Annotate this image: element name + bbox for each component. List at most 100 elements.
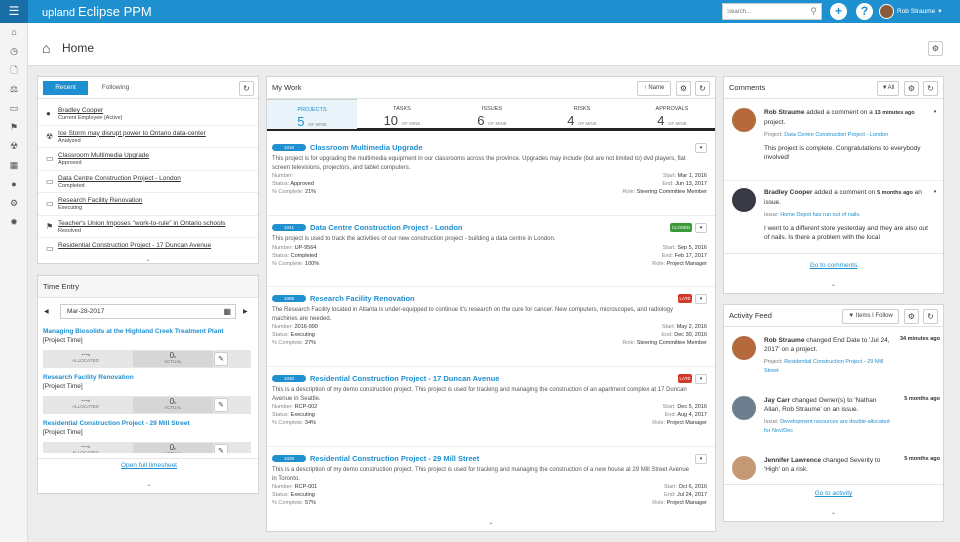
tab-risks[interactable]: RISKS 4 OF MINE [537, 99, 627, 129]
settings-icon[interactable]: ⚙ [904, 81, 919, 96]
actual-value[interactable]: 0 [169, 351, 175, 360]
resource-icon[interactable]: ⚙ [9, 198, 19, 208]
chevron-down-icon: ▾ [938, 8, 942, 15]
list-item[interactable]: ▭ Data Centre Construction Project - Lond… [38, 171, 258, 193]
comment-action: added a comment on a [804, 109, 875, 116]
work-item: 1030 Residential Construction Project - 1… [272, 374, 712, 427]
recent-item-name[interactable]: Teacher's Union Imposes "work-to-rule" i… [58, 219, 226, 227]
portfolio-icon[interactable]: ⚖ [9, 84, 19, 94]
home-icon[interactable]: ⌂ [11, 27, 17, 37]
edit-icon[interactable]: ✎ [214, 352, 228, 366]
item-title-link[interactable]: Residential Construction Project - 29 Mi… [310, 454, 480, 463]
search-icon[interactable]: ⚲ [810, 6, 817, 16]
activity-author[interactable]: Jay Carr [764, 397, 791, 404]
folder-icon[interactable]: ▭ [9, 103, 19, 113]
recent-item-name[interactable]: Bradley Cooper [58, 107, 104, 114]
time-entry-project-link[interactable]: Managing Biosolids at the Highland Creek… [43, 328, 224, 335]
comment-author[interactable]: Rob Straume [764, 109, 805, 116]
chevron-down-icon[interactable]: ▾ [933, 189, 937, 195]
chevron-down-icon[interactable]: ▾ [695, 143, 707, 153]
next-date-icon[interactable]: ▶ [243, 309, 248, 315]
tab-projects[interactable]: PROJECTS 5 OF MINE [267, 99, 357, 129]
search-input[interactable] [723, 4, 803, 19]
recent-item-name[interactable]: Classroom Multimedia Upgrade [58, 152, 150, 159]
list-item[interactable]: ● Bradley Cooper Current Employee (Active) [38, 103, 258, 126]
activity-author[interactable]: Rob Straume [764, 337, 805, 344]
tab-label: APPROVALS [655, 106, 689, 112]
actual-value[interactable]: 0 [169, 443, 175, 452]
calendar-icon[interactable]: ▦ [9, 160, 19, 170]
chevron-down-icon[interactable]: ⌄ [145, 257, 151, 263]
edit-icon[interactable]: ✎ [214, 444, 228, 453]
chevron-up-icon[interactable]: ⌃ [488, 523, 494, 529]
recent-item-name[interactable]: Ice Storm may disrupt power to Ontario d… [58, 129, 206, 137]
recent-item-name[interactable]: Data Centre Construction Project - Londo… [58, 174, 181, 182]
menu-icon[interactable]: ☰ [0, 0, 28, 23]
calendar-icon[interactable]: ▦ [223, 307, 231, 316]
time-entry-project-link[interactable]: Residential Construction Project - 29 Mi… [43, 420, 190, 427]
comment-author[interactable]: Bradley Cooper [764, 189, 813, 196]
list-item[interactable]: ▭ Classroom Multimedia Upgrade Approved [38, 148, 258, 171]
user-menu[interactable]: Rob Straume ▾ [879, 3, 942, 20]
chevron-down-icon[interactable]: ⌄ [830, 510, 837, 516]
settings-icon[interactable]: ⚙ [904, 309, 919, 324]
tab-recent[interactable]: Recent [43, 81, 88, 95]
go-to-comments-link[interactable]: Go to comments [809, 262, 858, 269]
date-field[interactable]: Mar-28-2017 ▦ [60, 304, 236, 319]
radiation-icon[interactable]: ☢ [9, 141, 19, 151]
recent-item-name[interactable]: Research Facility Renovation [58, 197, 143, 204]
chevron-down-icon[interactable]: ⌄ [830, 282, 837, 288]
actual-value[interactable]: 0 [169, 397, 175, 406]
work-tabs: PROJECTS 5 OF MINE TASKS 10 OF MINE ISSUES 6 … [267, 99, 715, 131]
refresh-icon[interactable]: ↻ [239, 81, 254, 96]
settings-icon[interactable]: ✹ [10, 217, 18, 227]
refresh-icon[interactable]: ↻ [923, 81, 938, 96]
activity-author[interactable]: Jennifer Lawrence [764, 457, 822, 464]
item-title-link[interactable]: Residential Construction Project - 17 Du… [310, 374, 500, 383]
comment-ref-link[interactable]: Data Centre Construction Project - Londo… [784, 132, 889, 138]
list-item[interactable]: ▭ Residential Construction Project - 17 D… [38, 238, 258, 256]
list-item[interactable]: ▭ Research Facility Renovation Executing [38, 193, 258, 216]
tab-following[interactable]: Following [101, 84, 130, 91]
refresh-icon[interactable]: ↻ [923, 309, 938, 324]
document-icon[interactable]: 🗋 [10, 65, 18, 75]
chevron-down-icon[interactable]: ▾ [695, 223, 707, 233]
page-settings-button[interactable]: ⚙ [928, 41, 943, 56]
activity-ref-link[interactable]: Residential Construction Project - 29 Mi… [764, 359, 884, 374]
app-logo[interactable]: upland Eclipse PPM [42, 4, 152, 19]
tab-tasks[interactable]: TASKS 10 OF MINE [357, 99, 447, 129]
item-title-link[interactable]: Research Facility Renovation [310, 294, 415, 303]
comment-ref-link[interactable]: Home Depot has run out of nails. [780, 212, 861, 218]
list-item[interactable]: ☢ Ice Storm may disrupt power to Ontario … [38, 126, 258, 148]
comments-filter-button[interactable]: ▼All [877, 81, 899, 96]
chevron-down-icon[interactable]: ▾ [933, 109, 937, 115]
item-title-link[interactable]: Data Centre Construction Project - Londo… [310, 223, 463, 232]
hours-unit: h [174, 400, 177, 405]
item-title-link[interactable]: Classroom Multimedia Upgrade [310, 143, 423, 152]
sort-button[interactable]: ↑ Name [637, 81, 671, 96]
activity-ref-link[interactable]: Development resources are double-allocat… [764, 419, 890, 434]
edit-icon[interactable]: ✎ [214, 398, 228, 412]
recent-item-name[interactable]: Residential Construction Project - 17 Du… [58, 242, 212, 249]
time-entry-project-link[interactable]: Research Facility Renovation [43, 374, 134, 381]
refresh-icon[interactable]: ↻ [695, 81, 710, 96]
chevron-down-icon[interactable]: ▾ [695, 454, 707, 464]
chevron-down-icon[interactable]: ▾ [695, 294, 707, 304]
prev-date-icon[interactable]: ◀ [44, 309, 49, 315]
chevron-down-icon[interactable]: ⌄ [146, 482, 152, 488]
chevron-down-icon[interactable]: ▾ [695, 374, 707, 384]
allocated-value: --- [81, 443, 88, 450]
help-icon[interactable]: ? [856, 3, 873, 20]
add-icon[interactable]: + [830, 3, 847, 20]
list-item[interactable]: ⚑ Teacher's Union Imposes "work-to-rule" … [38, 216, 258, 238]
status-value: Executing [290, 492, 315, 498]
dashboard-icon[interactable]: ◷ [10, 46, 18, 56]
tab-issues[interactable]: ISSUES 6 OF MINE [447, 99, 537, 129]
person-icon[interactable]: ● [11, 179, 17, 189]
tab-approvals[interactable]: APPROVALS 4 OF MINE [627, 99, 717, 129]
flag-icon[interactable]: ⚑ [9, 122, 19, 132]
activity-filter-button[interactable]: ▼ Items I Follow [842, 309, 899, 324]
go-to-activity-link[interactable]: Go to activity [814, 490, 853, 497]
settings-icon[interactable]: ⚙ [676, 81, 691, 96]
open-timesheet-link[interactable]: Open full timesheet [120, 462, 177, 469]
